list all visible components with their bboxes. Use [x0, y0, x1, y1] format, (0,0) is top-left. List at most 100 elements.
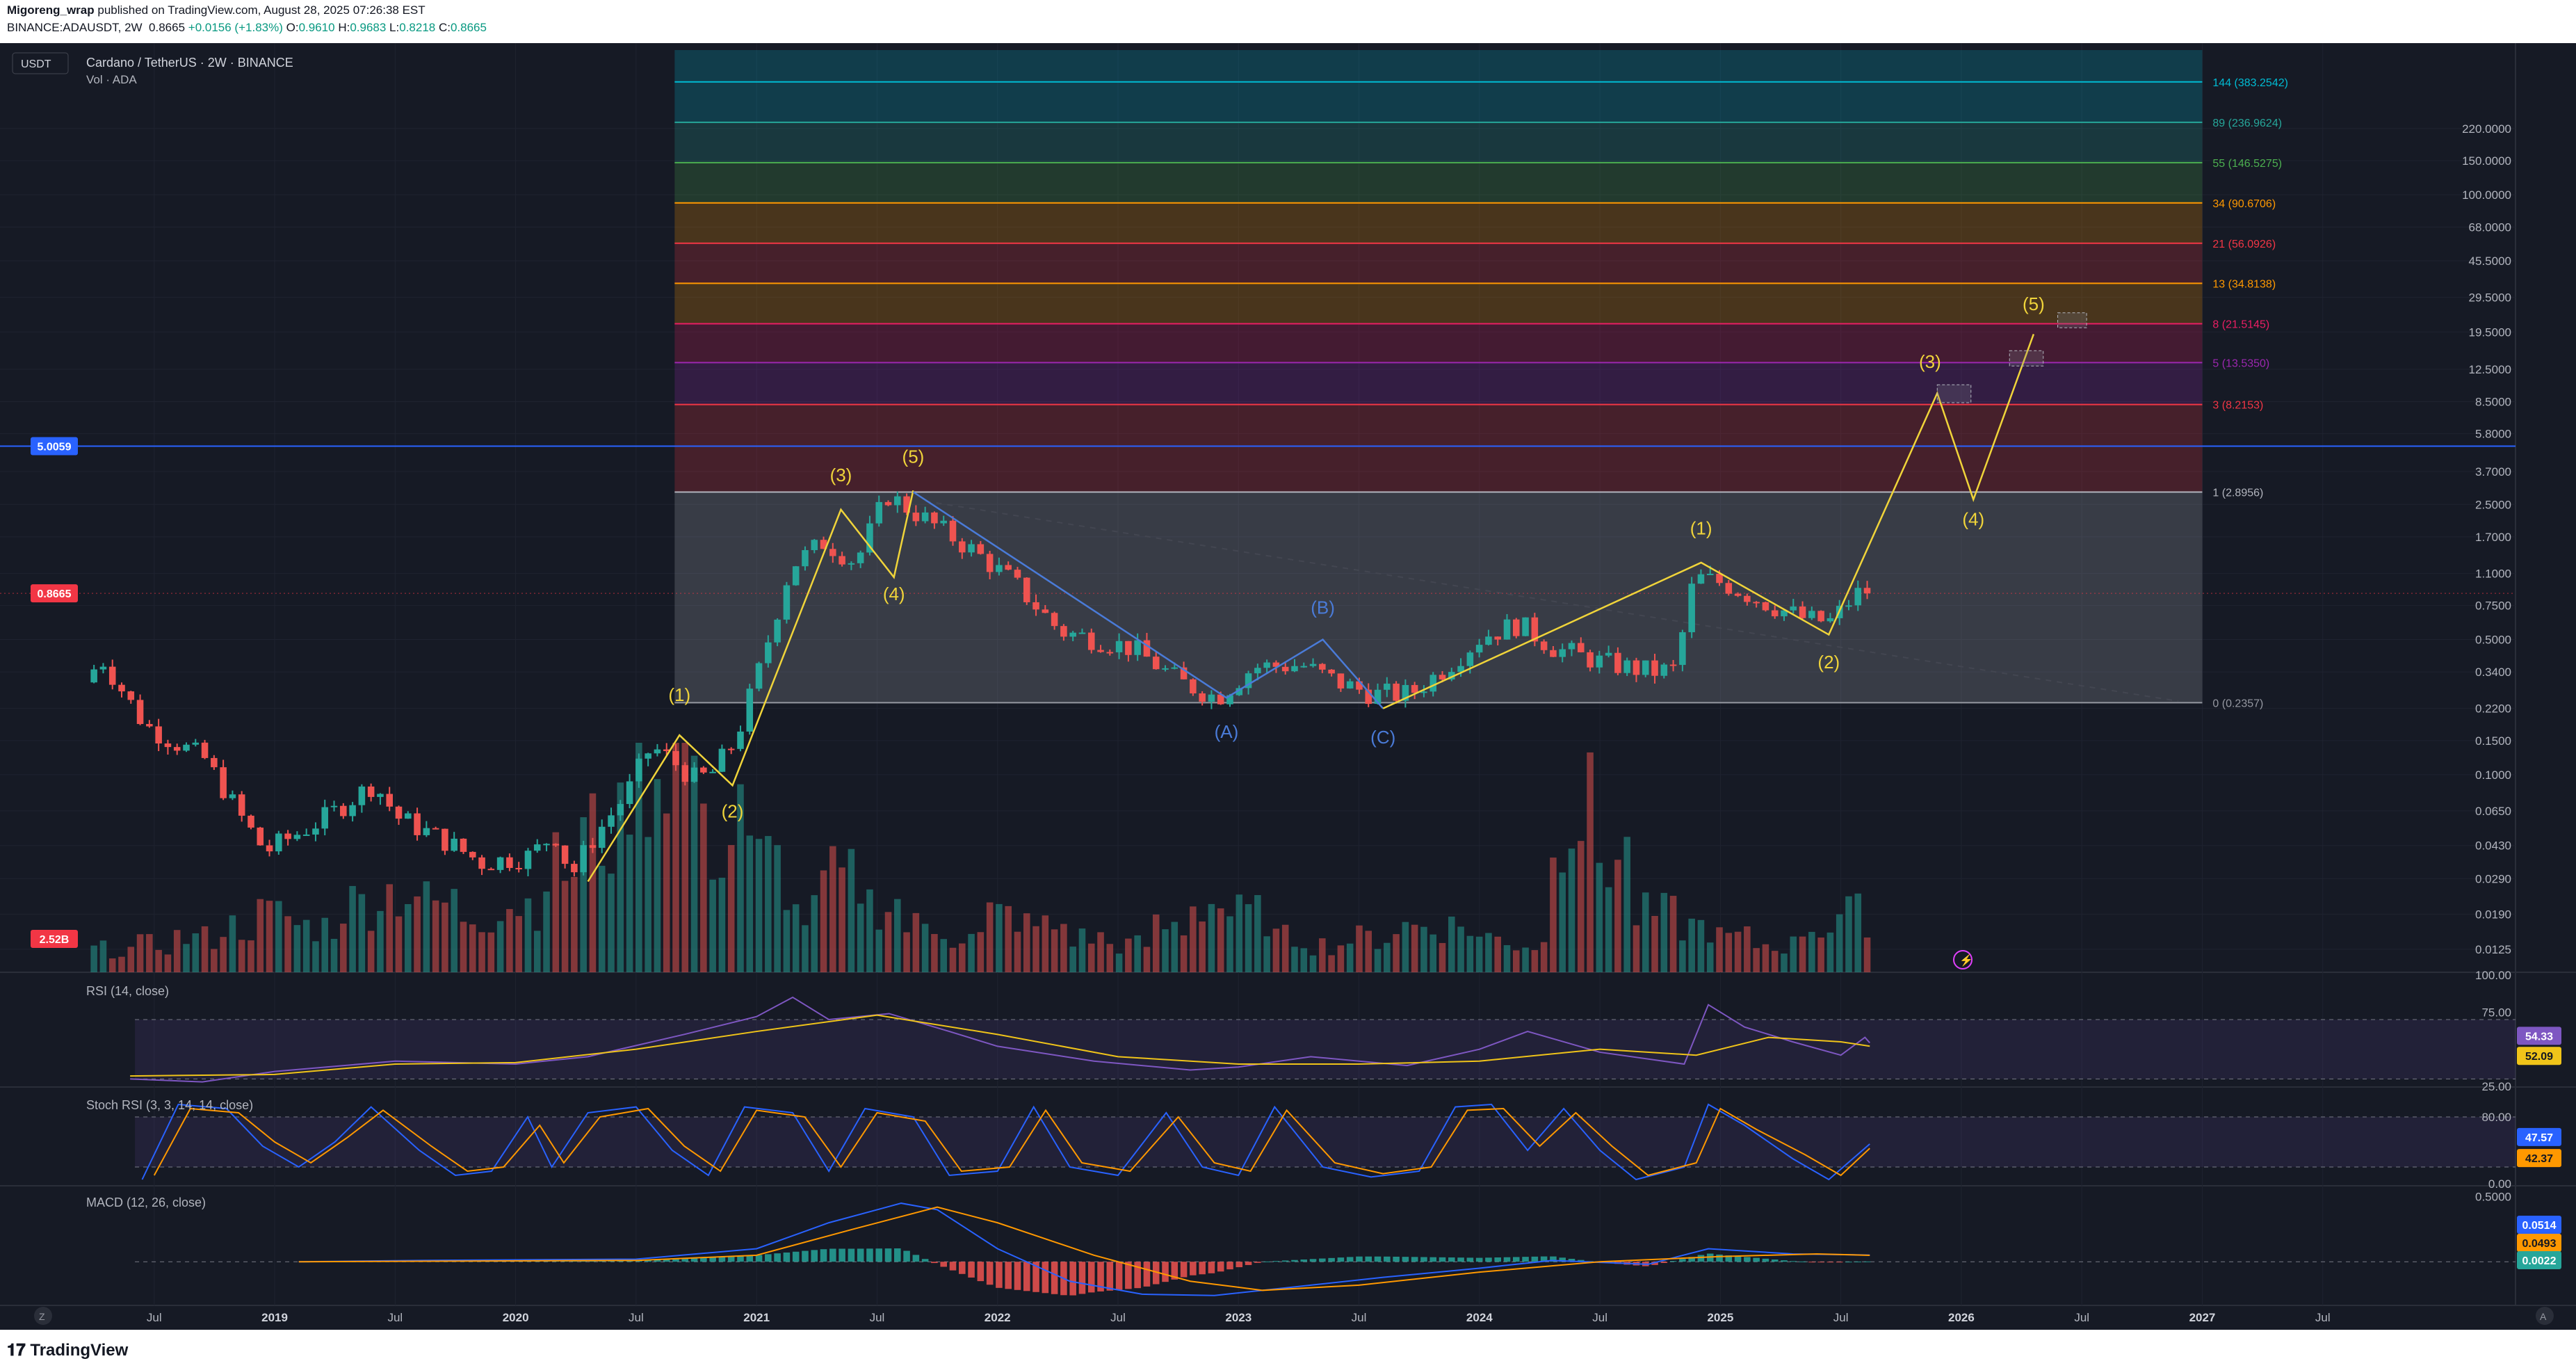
candle-body: [940, 520, 948, 524]
macd-histogram-bar: [1550, 1256, 1557, 1262]
volume-bar: [108, 958, 116, 972]
macd-histogram-bar: [1494, 1257, 1501, 1262]
macd-histogram-bar: [1402, 1257, 1409, 1262]
macd-histogram-bar: [1651, 1262, 1658, 1265]
macd-histogram-bar: [1411, 1257, 1418, 1262]
volume-bar: [1143, 947, 1151, 972]
volume-bar: [220, 937, 227, 972]
candle-body: [968, 544, 975, 553]
macd-histogram-bar: [635, 1260, 642, 1262]
candle-body: [1688, 584, 1695, 633]
volume-bar: [1281, 924, 1289, 972]
candle-body: [248, 815, 254, 828]
volume-bar: [238, 940, 245, 972]
fib-zone-144: [674, 50, 2203, 82]
volume-bar: [709, 879, 716, 972]
volume-bar: [1753, 948, 1760, 972]
macd-histogram-bar: [921, 1259, 929, 1262]
macd-histogram-bar: [1014, 1262, 1021, 1290]
candle-body: [608, 815, 615, 827]
volume-bar: [469, 924, 476, 972]
candle-body: [1097, 650, 1104, 652]
candle-body: [1744, 595, 1751, 602]
candle-body: [1078, 632, 1086, 634]
wave-label: (4): [1962, 508, 1984, 529]
rsi-title: RSI (14, close): [86, 984, 169, 998]
macd-histogram-bar: [1087, 1262, 1095, 1293]
volume-bar: [1078, 928, 1086, 972]
candle-body: [1245, 673, 1252, 689]
open-value: 0.9610: [298, 21, 335, 34]
candle-body: [1171, 667, 1178, 669]
candle-body: [127, 691, 135, 700]
target-box: [2009, 350, 2044, 367]
value-badge-bg: [2517, 1127, 2561, 1146]
timezone-button[interactable]: [34, 1307, 52, 1325]
price-badge-bg: [31, 930, 78, 948]
macd-histogram-bar: [1393, 1256, 1400, 1262]
candle-body: [99, 666, 107, 670]
tradingview-logo[interactable]: 𝟏𝟕 TradingView: [7, 1339, 128, 1360]
chart-area[interactable]: 0 (0.2357) 1 (2.8956) 3 (8.2153) 5 (13.5350…: [0, 43, 2576, 1330]
volume-bar: [1402, 922, 1409, 972]
candle-body: [1799, 606, 1806, 618]
volume-bar: [293, 925, 301, 972]
volume-bar: [266, 901, 273, 972]
author-name[interactable]: Migoreng_wrap: [7, 3, 95, 17]
volume-bar: [1485, 933, 1492, 972]
candle-body: [293, 835, 301, 839]
candle-body: [1356, 681, 1363, 690]
svg-text:⚡: ⚡: [1959, 953, 1973, 967]
candle-body: [1291, 666, 1298, 672]
wave-label: (B): [1311, 597, 1335, 618]
auto-scale-button[interactable]: [2536, 1307, 2554, 1325]
candle-body: [1346, 681, 1354, 689]
y-tick-label: 0.0190: [2475, 908, 2511, 921]
y-tick-label: 100.00: [2475, 969, 2511, 982]
macd-histogram-bar: [1762, 1258, 1769, 1262]
volume-bar: [1660, 892, 1668, 972]
x-tick-label: 2022: [985, 1311, 1011, 1324]
macd-histogram-bar: [1716, 1254, 1723, 1262]
volume-bar: [543, 891, 550, 972]
macd-histogram-bar: [1217, 1262, 1224, 1272]
lightning-icon[interactable]: [1953, 950, 1972, 969]
volume-bar: [912, 912, 920, 972]
candle-body: [1420, 691, 1427, 693]
macd-histogram-bar: [1485, 1257, 1492, 1262]
candle-body: [136, 700, 144, 725]
candle-body: [903, 496, 910, 513]
fib-zone-1: [674, 404, 2203, 492]
macd-histogram-bar: [986, 1262, 994, 1285]
volume-bar: [1032, 926, 1039, 972]
macd-histogram-bar: [912, 1255, 920, 1262]
x-tick-label: Jul: [1110, 1311, 1126, 1324]
volume-bar: [681, 743, 689, 972]
volume-bar: [1614, 860, 1621, 972]
stoch-rsi-title: Stoch RSI (3, 3, 14, 14, close): [86, 1098, 253, 1112]
wave-label: (5): [2023, 293, 2045, 314]
candle-body: [1281, 666, 1289, 672]
fib-zone-55: [674, 122, 2203, 163]
candle-body: [1051, 613, 1058, 627]
x-tick-label: 2025: [1707, 1311, 1733, 1324]
fib-label-34: 34 (90.6706): [2212, 198, 2276, 210]
wave-impulse-2020-2021: [587, 490, 914, 883]
volume-bar: [1863, 937, 1871, 972]
value-badge-bg: [2517, 1027, 2561, 1045]
volume-bar: [1356, 925, 1363, 972]
macd-histogram-bar: [1356, 1256, 1363, 1262]
macd-histogram-bar: [1513, 1257, 1520, 1262]
chart-canvas[interactable]: 0 (0.2357) 1 (2.8956) 3 (8.2153) 5 (13.5350…: [0, 43, 2576, 1330]
candle-body: [1633, 660, 1640, 675]
volume-bar: [1697, 919, 1705, 972]
currency-button[interactable]: [12, 52, 69, 74]
x-tick-label: Jul: [1592, 1311, 1607, 1324]
macd-badge: 0.0514: [2522, 1220, 2557, 1232]
volume-bar: [1448, 916, 1455, 972]
candle-body: [312, 828, 319, 835]
candle-body: [257, 827, 264, 846]
candle-body: [1503, 619, 1511, 640]
volume-bar: [1744, 926, 1751, 972]
dashed-trendline: [925, 500, 2178, 702]
